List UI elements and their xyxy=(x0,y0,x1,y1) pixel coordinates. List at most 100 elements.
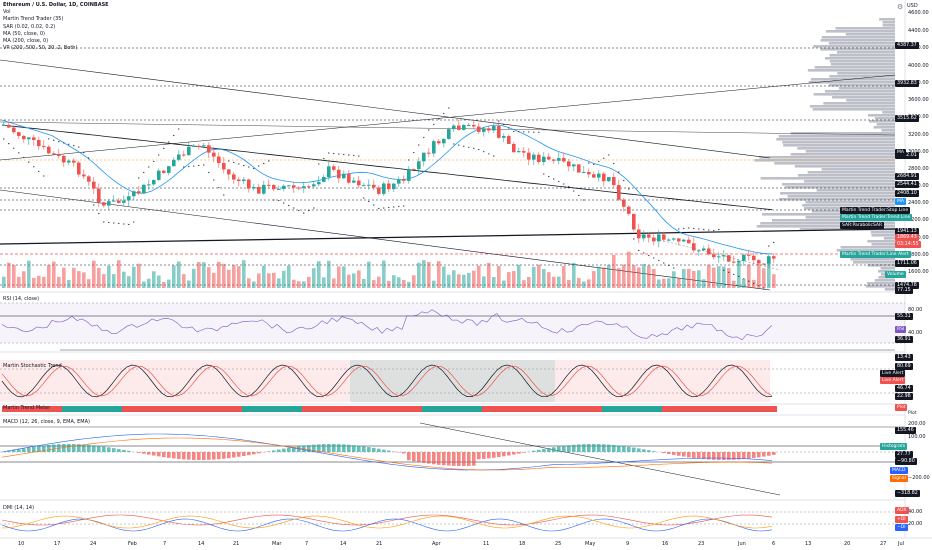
macd-title[interactable]: MACD (12, 26, close, 9, EMA, EMA) xyxy=(3,419,90,425)
candle-body xyxy=(757,260,761,264)
volume-bar xyxy=(422,260,426,288)
histogram-bar xyxy=(717,452,721,460)
trend-meter-cell xyxy=(212,406,217,412)
trend-meter-cell xyxy=(22,406,27,412)
trend-meter-cell xyxy=(272,406,277,412)
histogram-bar xyxy=(557,446,561,452)
price-tick: 3200.00 xyxy=(908,132,929,138)
volume-bar xyxy=(712,267,716,288)
candle-body xyxy=(552,159,556,161)
sar-dot xyxy=(168,141,170,143)
volume-bar xyxy=(542,269,546,288)
candle-body xyxy=(502,136,506,138)
sar-dot xyxy=(733,273,735,275)
histogram-bar xyxy=(522,452,526,453)
histogram-bar xyxy=(307,445,311,452)
trend-meter-cell xyxy=(522,406,527,412)
stoch-title[interactable]: Martin Stochastic Trend xyxy=(3,363,62,369)
symbol-title[interactable]: Ethereum / U.S. Dollar, 1D, COINBASE xyxy=(3,2,109,8)
rsi-title[interactable]: RSI (14, close) xyxy=(3,296,40,302)
candle-body xyxy=(352,180,356,183)
sar-dot xyxy=(433,123,435,126)
trend-meter-cell xyxy=(647,406,652,412)
candle-body xyxy=(512,143,516,153)
trend-meter-cell xyxy=(467,406,472,412)
time-label: 20 xyxy=(844,541,851,547)
sar-dot xyxy=(233,161,235,164)
settings-icon[interactable]: ⚙ xyxy=(897,3,904,11)
volume-bar xyxy=(547,272,551,288)
candle-body xyxy=(272,185,276,190)
volume-bar xyxy=(427,261,431,288)
price-tag: 3932.83 xyxy=(895,80,919,87)
volume-bar xyxy=(507,272,511,288)
volume-bar xyxy=(702,279,706,288)
volume-bar xyxy=(647,265,651,288)
candle-body xyxy=(577,164,581,173)
volume-profile-bar xyxy=(874,279,895,282)
volume-bar xyxy=(362,278,366,288)
trend-meter-cell xyxy=(442,406,447,412)
sar-dot xyxy=(638,249,640,252)
trend-meter-cell xyxy=(197,406,202,412)
volume-bar xyxy=(627,251,631,288)
price-tick: 1600.00 xyxy=(908,269,929,275)
volume-bar xyxy=(447,274,451,288)
currency-label[interactable]: USD xyxy=(907,3,918,9)
volume-bar xyxy=(597,266,601,288)
volume-profile-bar xyxy=(836,249,895,252)
legend-vp[interactable]: VP (200, 500, 50, 30, 2, Both) xyxy=(3,45,78,52)
histogram-bar xyxy=(202,452,206,460)
trend-meter-cell xyxy=(2,406,7,412)
trend-meter-cell xyxy=(282,406,287,412)
volume-bar xyxy=(697,270,701,288)
sar-dot xyxy=(498,120,500,122)
volume-bar xyxy=(297,281,301,288)
candle-body xyxy=(87,176,91,182)
candle-body xyxy=(747,254,751,256)
volume-bar xyxy=(167,279,171,288)
legend-vol[interactable]: Vol xyxy=(3,9,11,16)
candle-body xyxy=(52,153,56,155)
histogram-bar xyxy=(42,445,46,452)
volume-bar xyxy=(377,276,381,288)
volume-profile-bar xyxy=(816,189,895,192)
trend-meter-cell xyxy=(572,406,577,412)
histogram-bar xyxy=(737,452,741,460)
rsi-tag-36: 36.91 xyxy=(895,336,913,343)
sar-dot xyxy=(748,280,750,282)
time-label: 27 xyxy=(880,541,887,547)
sar-dot xyxy=(73,145,75,147)
volume-bar xyxy=(667,278,671,288)
candle-body xyxy=(387,183,391,190)
trend-meter-title[interactable]: Martin Trend Meter xyxy=(3,405,51,411)
macd-signal-line xyxy=(1,437,773,471)
volume-bar xyxy=(522,280,526,288)
volume-bar xyxy=(662,278,666,288)
trend-meter-cell xyxy=(67,406,72,412)
volume-bar xyxy=(37,275,41,288)
volume-profile-bar xyxy=(838,87,895,90)
dmi-title[interactable]: DMI (14, 14) xyxy=(3,505,35,511)
histogram-bar xyxy=(447,452,451,466)
volume-profile-bar xyxy=(760,177,895,180)
histogram-bar xyxy=(467,452,471,466)
legend-ma200[interactable]: MA (200, close, 0) xyxy=(3,37,49,44)
time-label: 24 xyxy=(90,541,97,547)
candle-body xyxy=(207,145,211,153)
volume-profile-bar xyxy=(836,51,895,54)
legend-martin-trend-trader[interactable]: Martin Trend Trader (35) xyxy=(3,16,64,23)
rsi-line xyxy=(1,309,773,341)
trend-meter-cell xyxy=(297,406,302,412)
legend-ma50[interactable]: MA (50, close, 0) xyxy=(3,30,46,37)
trend-meter-cell xyxy=(52,406,57,412)
volume-bar xyxy=(677,278,681,288)
price-tag: 3515.62 xyxy=(895,115,919,122)
sar-dot xyxy=(388,206,390,209)
sar-dot xyxy=(103,221,105,223)
histogram-bar xyxy=(352,445,356,452)
legend-sar[interactable]: SAR (0.02, 0.02, 0.2) xyxy=(3,23,56,30)
trend-meter-cell xyxy=(7,406,12,412)
trend-meter-cell xyxy=(17,406,22,412)
